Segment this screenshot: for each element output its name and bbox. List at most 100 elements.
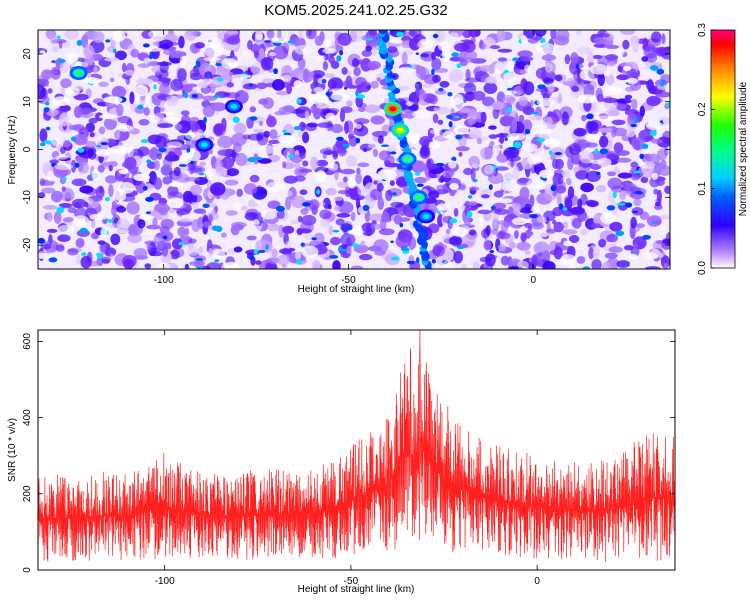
heatmap-cell xyxy=(594,148,599,154)
heatmap-cell xyxy=(221,71,235,81)
heatmap-cell xyxy=(290,120,299,127)
heatmap-cell xyxy=(178,35,185,49)
heatmap-cell xyxy=(519,186,530,201)
heatmap-cell xyxy=(84,202,89,208)
heatmap-cell xyxy=(178,241,184,246)
heatmap-cell xyxy=(117,182,136,194)
heatmap-cell xyxy=(626,68,638,82)
heatmap-cell xyxy=(325,188,337,196)
heatmap-cell xyxy=(517,177,529,184)
heatmap-cell xyxy=(488,184,493,191)
heatmap-cell xyxy=(172,238,183,250)
heatmap-cell xyxy=(348,130,360,135)
heatmap-cell xyxy=(336,136,344,141)
heatmap-cell xyxy=(357,162,370,168)
heatmap-cell xyxy=(591,259,602,269)
heatmap-cell xyxy=(528,115,544,121)
heatmap-cell xyxy=(268,52,277,57)
heatmap-cell xyxy=(461,57,475,63)
heatmap-ridge-cell xyxy=(393,116,403,123)
heatmap-cell xyxy=(59,146,66,154)
heatmap-cell xyxy=(518,114,525,123)
heatmap-hotspot xyxy=(383,101,402,116)
heatmap-cell xyxy=(111,30,126,42)
heatmap-cell xyxy=(282,225,295,234)
heatmap-cell xyxy=(642,234,651,240)
heatmap-cell xyxy=(395,234,412,249)
heatmap-cell xyxy=(611,119,626,126)
heatmap-cell xyxy=(158,208,168,216)
heatmap-hotspot xyxy=(409,190,428,205)
heatmap-cell xyxy=(62,176,67,181)
heatmap-cell xyxy=(571,217,582,229)
heatmap-cell xyxy=(67,248,79,256)
snr-frame xyxy=(37,329,676,571)
heatmap-cell xyxy=(449,68,464,82)
heatmap-y-tick-label: 10 xyxy=(22,96,33,108)
heatmap-cell xyxy=(296,228,312,234)
heatmap-cell xyxy=(336,55,342,62)
heatmap-cell xyxy=(625,202,633,208)
heatmap-cell xyxy=(539,232,548,238)
heatmap-cell xyxy=(417,38,434,50)
snr-x-tick-label: -100 xyxy=(155,576,175,587)
heatmap-cell xyxy=(282,161,287,169)
heatmap-cell xyxy=(321,79,327,84)
heatmap-cell xyxy=(543,138,560,148)
heatmap-cell xyxy=(492,217,500,231)
heatmap-cell xyxy=(569,206,585,215)
heatmap-cell xyxy=(266,115,277,128)
heatmap-cell xyxy=(162,235,168,240)
heatmap-cell xyxy=(651,221,656,224)
heatmap-cell xyxy=(616,260,631,268)
heatmap-cell xyxy=(513,141,522,149)
heatmap-cell xyxy=(52,96,70,106)
heatmap-cell xyxy=(365,37,374,41)
heatmap-cell xyxy=(523,143,538,152)
heatmap-cell xyxy=(203,221,210,229)
heatmap-cell xyxy=(461,40,476,53)
heatmap-cell xyxy=(203,57,221,62)
heatmap-cell xyxy=(99,114,117,120)
heatmap-cell xyxy=(564,54,571,65)
heatmap-cell xyxy=(508,147,517,150)
heatmap-cell xyxy=(579,71,586,80)
heatmap-cell xyxy=(576,30,582,35)
heatmap-cell xyxy=(615,103,627,110)
heatmap-cell xyxy=(562,229,578,235)
heatmap-cell xyxy=(38,237,46,244)
heatmap-cell xyxy=(529,194,535,207)
heatmap-cell xyxy=(211,225,221,231)
heatmap-cell xyxy=(605,108,620,117)
snr-x-tick-label: 0 xyxy=(534,576,540,587)
heatmap-cell xyxy=(582,266,591,269)
heatmap-cell xyxy=(624,245,634,251)
heatmap-cell xyxy=(204,45,224,58)
heatmap-cell xyxy=(260,209,277,220)
heatmap-cell xyxy=(288,154,295,159)
heatmap-cell xyxy=(658,224,666,231)
heatmap-cell xyxy=(185,131,204,141)
heatmap-cell xyxy=(535,67,547,79)
heatmap-cell xyxy=(193,65,198,69)
heatmap-cell xyxy=(535,42,556,55)
heatmap-cell xyxy=(519,56,534,62)
heatmap-cell xyxy=(607,177,623,190)
heatmap-cell xyxy=(414,176,427,184)
heatmap-cell xyxy=(337,201,354,214)
heatmap-cell xyxy=(390,240,394,244)
heatmap-cell xyxy=(617,157,632,163)
heatmap-cell xyxy=(389,30,395,33)
heatmap-cell xyxy=(173,166,181,177)
heatmap-cell xyxy=(530,111,539,115)
heatmap-cell xyxy=(639,153,645,159)
heatmap-cell xyxy=(552,172,561,186)
heatmap-cell xyxy=(282,129,287,133)
heatmap-cell xyxy=(352,243,359,248)
heatmap-cell xyxy=(105,197,110,202)
heatmap-cell xyxy=(663,262,668,269)
heatmap-cell xyxy=(378,150,391,161)
heatmap-cell xyxy=(310,156,319,171)
heatmap-cell xyxy=(655,178,665,187)
